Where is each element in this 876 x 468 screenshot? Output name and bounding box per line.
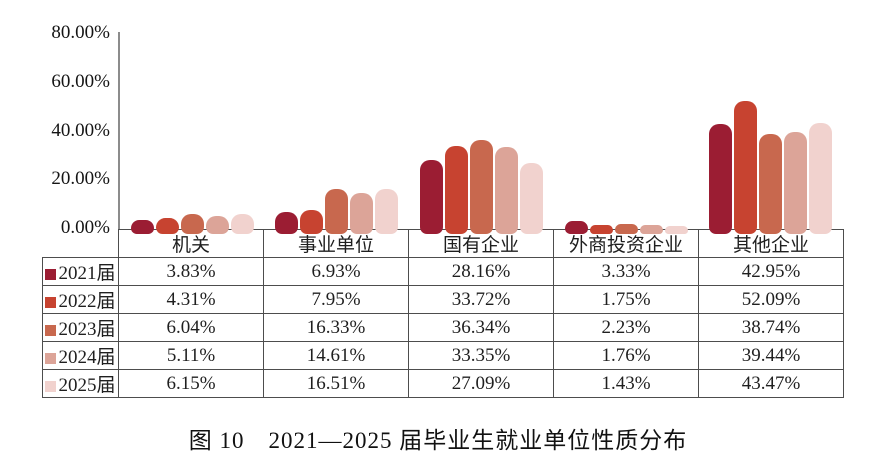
bar-2022届-国有企业 — [444, 146, 468, 234]
legend-label: 2021届 — [58, 263, 116, 284]
bar-2023届-国有企业 — [469, 139, 493, 234]
value-cell-2023届-国有企业: 36.34% — [408, 313, 554, 342]
legend-swatch-2021届 — [45, 269, 57, 280]
bar-2025届-国有企业 — [519, 162, 543, 234]
table-row-2024届: 2024届 5.11% 14.61% 33.35% 1.76% 39.44% — [42, 341, 844, 370]
legend-cell-2022届: 2022届 — [42, 285, 119, 314]
value-cell-2024届-事业单位: 14.61% — [263, 341, 409, 370]
value-cell-2021届-国有企业: 28.16% — [408, 257, 554, 286]
bar-2021届-国有企业 — [419, 160, 443, 234]
bar-2025届-事业单位 — [375, 188, 399, 234]
y-axis-tick-label: 0.00% — [60, 217, 110, 238]
bar-2021届-其他企业 — [709, 123, 733, 234]
value-cell-2024届-国有企业: 33.35% — [408, 341, 554, 370]
bar-2025届-机关 — [230, 213, 254, 234]
y-axis-line — [118, 32, 120, 230]
bar-group-其他企业 — [698, 33, 843, 234]
bar-2024届-国有企业 — [494, 147, 518, 234]
legend-label: 2024届 — [58, 347, 116, 368]
value-cell-2025届-国有企业: 27.09% — [408, 369, 554, 398]
legend-label: 2023届 — [58, 319, 116, 340]
value-cell-2021届-外商投资企业: 3.33% — [553, 257, 699, 286]
legend-label: 2025届 — [58, 375, 116, 396]
value-cell-2022届-机关: 4.31% — [118, 285, 264, 314]
chart-data-table: 机关 事业单位 国有企业 外商投资企业 其他企业 2021届 3.83% 6.93% 28.16… — [42, 229, 844, 398]
legend-cell-2025届: 2025届 — [42, 369, 119, 398]
table-row-2025届: 2025届 6.15% 16.51% 27.09% 1.43% 43.47% — [42, 369, 844, 398]
bar-2021届-事业单位 — [275, 212, 299, 234]
bar-2024届-外商投资企业 — [639, 224, 663, 234]
value-cell-2024届-其他企业: 39.44% — [698, 341, 844, 370]
table-row-2021届: 2021届 3.83% 6.93% 28.16% 3.33% 42.95% — [42, 257, 844, 286]
bar-2024届-其他企业 — [784, 132, 808, 234]
value-cell-2021届-机关: 3.83% — [118, 257, 264, 286]
legend-label: 2022届 — [58, 291, 116, 312]
value-cell-2023届-外商投资企业: 2.23% — [553, 313, 699, 342]
legend-swatch-2022届 — [45, 297, 57, 308]
bar-group-机关 — [120, 33, 265, 234]
legend-cell-2024届: 2024届 — [42, 341, 119, 370]
legend-swatch-2024届 — [45, 353, 57, 364]
value-cell-2023届-其他企业: 38.74% — [698, 313, 844, 342]
table-row-2023届: 2023届 6.04% 16.33% 36.34% 2.23% 38.74% — [42, 313, 844, 342]
bar-2024届-事业单位 — [350, 193, 374, 234]
value-cell-2023届-事业单位: 16.33% — [263, 313, 409, 342]
bar-group-外商投资企业 — [554, 33, 699, 234]
bar-2024届-机关 — [205, 216, 229, 234]
value-cell-2023届-机关: 6.04% — [118, 313, 264, 342]
value-cell-2022届-外商投资企业: 1.75% — [553, 285, 699, 314]
bar-2022届-事业单位 — [300, 209, 324, 234]
value-cell-2025届-机关: 6.15% — [118, 369, 264, 398]
value-cell-2021届-其他企业: 42.95% — [698, 257, 844, 286]
value-cell-2024届-外商投资企业: 1.76% — [553, 341, 699, 370]
y-axis-tick-label: 80.00% — [51, 22, 110, 43]
legend-swatch-2023届 — [45, 325, 57, 336]
value-cell-2024届-机关: 5.11% — [118, 341, 264, 370]
value-cell-2021届-事业单位: 6.93% — [263, 257, 409, 286]
bar-2021届-外商投资企业 — [564, 220, 588, 234]
value-cell-2025届-事业单位: 16.51% — [263, 369, 409, 398]
bar-2023届-事业单位 — [325, 189, 349, 234]
table-row-2022届: 2022届 4.31% 7.95% 33.72% 1.75% 52.09% — [42, 285, 844, 314]
value-cell-2025届-外商投资企业: 1.43% — [553, 369, 699, 398]
figure-caption: 图 10 2021—2025 届毕业生就业单位性质分布 — [188, 428, 688, 453]
bar-2021届-机关 — [130, 219, 154, 234]
legend-cell-2023届: 2023届 — [42, 313, 119, 342]
value-cell-2025届-其他企业: 43.47% — [698, 369, 844, 398]
bar-2023届-机关 — [180, 214, 204, 234]
value-cell-2022届-其他企业: 52.09% — [698, 285, 844, 314]
bar-2022届-其他企业 — [734, 101, 758, 234]
bar-2023届-外商投资企业 — [614, 223, 638, 234]
bar-group-国有企业 — [409, 33, 554, 234]
table-corner-cell — [43, 230, 119, 258]
legend-cell-2021届: 2021届 — [42, 257, 119, 286]
legend-swatch-2025届 — [45, 381, 57, 392]
bar-2022届-外商投资企业 — [589, 224, 613, 234]
bar-2025届-其他企业 — [809, 122, 833, 234]
bar-2023届-其他企业 — [759, 134, 783, 234]
value-cell-2022届-事业单位: 7.95% — [263, 285, 409, 314]
y-axis-tick-label: 60.00% — [51, 70, 110, 92]
value-cell-2022届-国有企业: 33.72% — [408, 285, 554, 314]
bar-2022届-机关 — [155, 218, 179, 234]
bar-group-事业单位 — [265, 33, 410, 234]
bar-2025届-外商投资企业 — [664, 225, 688, 234]
plot-area — [120, 33, 843, 234]
y-axis-tick-label: 40.00% — [51, 119, 110, 141]
y-axis-tick-label: 20.00% — [51, 168, 110, 190]
